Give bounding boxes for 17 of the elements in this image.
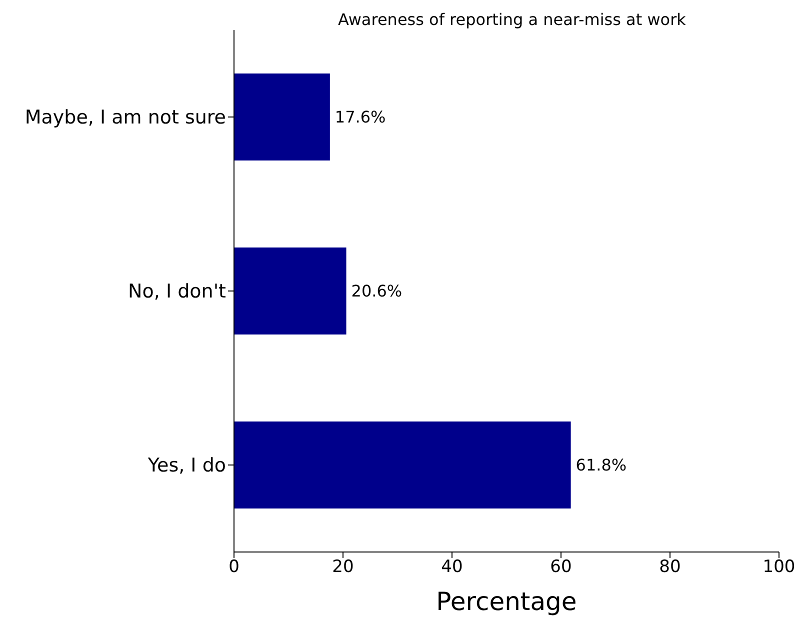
x-tick-label: 20 — [332, 557, 354, 578]
data-label: 20.6% — [351, 282, 402, 301]
data-label: 17.6% — [334, 108, 386, 127]
bar — [234, 422, 571, 508]
x-tick-label: 80 — [659, 557, 681, 578]
y-tick-label: No, I don't — [128, 280, 226, 303]
x-tick-label: 40 — [441, 557, 463, 578]
bar — [234, 248, 346, 334]
x-tick-label: 0 — [228, 557, 240, 578]
data-label: 61.8% — [576, 456, 627, 475]
x-tick-label: 60 — [550, 557, 572, 578]
chart-title: Awareness of reporting a near-miss at work — [337, 10, 687, 29]
y-tick-label: Yes, I do — [146, 454, 226, 477]
y-tick-label: Maybe, I am not sure — [24, 106, 226, 129]
x-tick-label: 100 — [762, 557, 796, 578]
x-axis-title: Percentage — [436, 587, 577, 616]
bar — [234, 74, 330, 160]
